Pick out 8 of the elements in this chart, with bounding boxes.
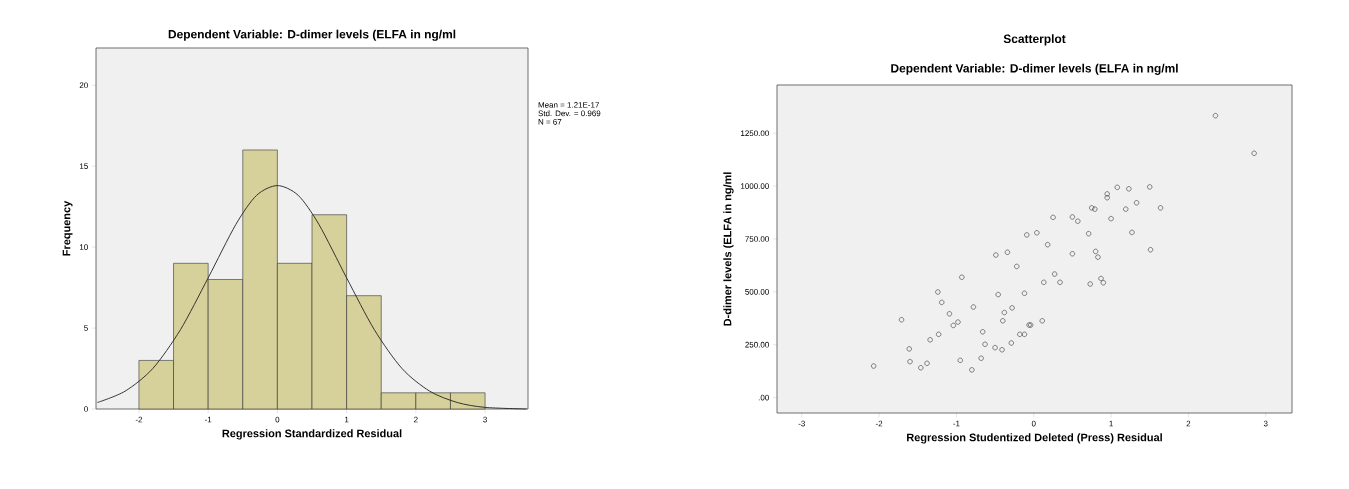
x-axis-title: Regression Standardized Residual: [222, 429, 402, 440]
y-axis-title: D-dimer levels (ELFA in ng/ml: [723, 172, 734, 326]
chart-title: Dependent Variable: D-dimer levels (ELFA in ng/ml: [168, 29, 456, 41]
chart-title: Scatterplot: [1003, 34, 1066, 46]
chart-subtitle: Dependent Variable: D-dimer levels (ELFA in ng/ml: [891, 63, 1178, 75]
y-axis-title: Frequency: [62, 200, 73, 256]
line-series: [96, 185, 528, 410]
x-axis-title: Regression Studentized Deleted (Press) Residual: [907, 433, 1162, 444]
